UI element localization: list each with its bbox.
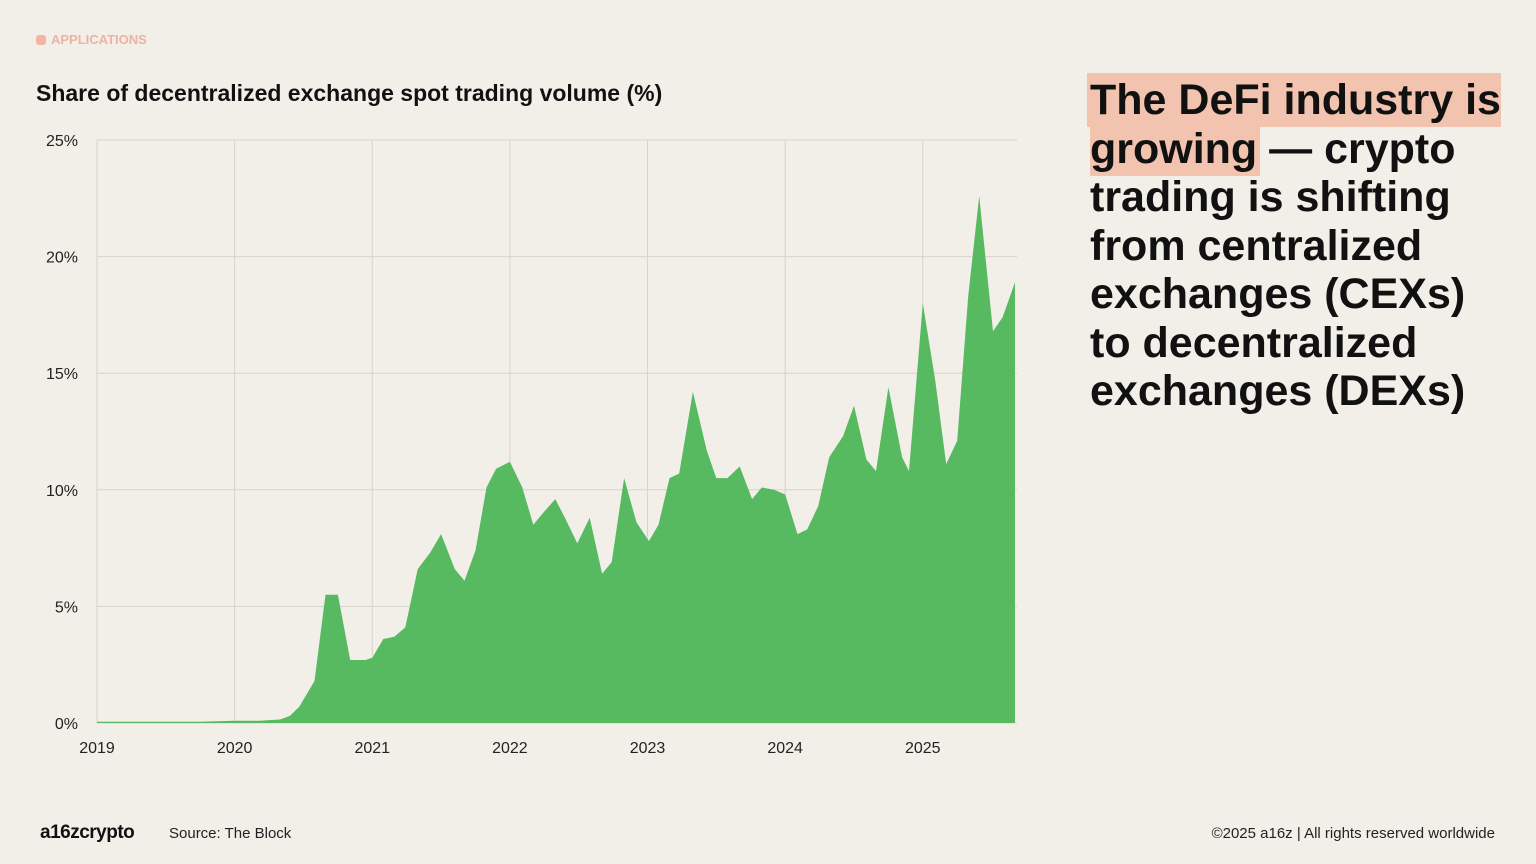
a16zcrypto-logo: a16zcrypto <box>40 822 135 843</box>
headline-rest: — crypto trading is shifting from centra… <box>1090 124 1466 416</box>
section-tag: APPLICATIONS <box>36 32 147 47</box>
source-note: Source: The Block <box>169 825 292 842</box>
area-chart: 0% 5% 10% 15% 20% 25% 2019 2020 2021 2022 2023 2024… <box>46 133 1017 757</box>
x-tick-label: 2024 <box>767 740 803 757</box>
tag-dot-icon <box>36 34 46 45</box>
chart-title: Share of decentralized exchange spot tra… <box>36 80 663 106</box>
headline: The DeFi industry is growing — crypto tr… <box>1090 76 1510 416</box>
x-tick-label: 2019 <box>79 740 115 757</box>
x-tick-label: 2020 <box>217 740 253 757</box>
x-tick-label: 2022 <box>492 740 528 757</box>
y-tick-label: 0% <box>55 716 78 733</box>
y-tick-label: 15% <box>46 366 78 383</box>
x-tick-label: 2023 <box>630 740 666 757</box>
y-tick-label: 5% <box>55 599 78 616</box>
section-tag-label: APPLICATIONS <box>51 32 147 47</box>
y-tick-label: 10% <box>46 483 78 500</box>
dex-share-area <box>97 196 1015 723</box>
copyright: ©2025 a16z | All rights reserved worldwi… <box>1211 825 1495 842</box>
y-tick-label: 25% <box>46 133 78 150</box>
x-tick-label: 2025 <box>905 740 941 757</box>
x-tick-label: 2021 <box>354 740 390 757</box>
y-tick-label: 20% <box>46 250 78 267</box>
